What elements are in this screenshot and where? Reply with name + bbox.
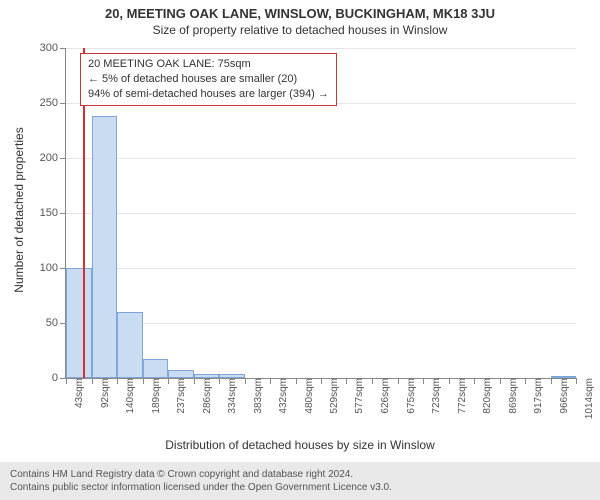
x-tick-label: 529sqm [323,378,340,414]
x-tick-label: 869sqm [502,378,519,414]
footer: Contains HM Land Registry data © Crown c… [0,462,600,500]
x-tick [194,378,195,384]
x-tick [474,378,475,384]
histogram-bar [66,268,92,378]
x-axis-label: Distribution of detached houses by size … [0,438,600,452]
y-tick-label: 200 [40,152,66,164]
x-tick-label: 140sqm [119,378,136,414]
x-tick-label: 772sqm [451,378,468,414]
x-tick-label: 1014sqm [578,378,595,419]
histogram-bar [117,312,143,378]
x-tick [551,378,552,384]
x-tick [143,378,144,384]
x-tick-label: 383sqm [247,378,264,414]
y-axis-label: Number of detached properties [12,127,26,292]
x-tick [66,378,67,384]
x-tick-label: 675sqm [400,378,417,414]
x-tick [168,378,169,384]
annotation-line: 20 MEETING OAK LANE: 75sqm [88,57,329,72]
x-tick-label: 92sqm [94,378,111,408]
x-tick [219,378,220,384]
x-tick [525,378,526,384]
x-tick-label: 577sqm [348,378,365,414]
y-tick-label: 250 [40,97,66,109]
y-tick-label: 0 [52,372,66,384]
x-tick-label: 286sqm [196,378,213,414]
y-tick-label: 100 [40,262,66,274]
x-tick-label: 723sqm [425,378,442,414]
footer-line: Contains HM Land Registry data © Crown c… [10,468,590,481]
x-tick [117,378,118,384]
gridline [66,158,576,159]
histogram-bar [168,370,194,378]
x-tick-label: 334sqm [221,378,238,414]
gridline [66,48,576,49]
x-tick [500,378,501,384]
x-tick-label: 237sqm [170,378,187,414]
y-tick-label: 50 [46,317,66,329]
x-tick-label: 820sqm [476,378,493,414]
histogram-bar [143,359,168,378]
x-tick-label: 432sqm [272,378,289,414]
x-tick [423,378,424,384]
annotation-line: 94% of semi-detached houses are larger (… [88,87,329,102]
x-tick-label: 966sqm [553,378,570,414]
x-tick [92,378,93,384]
histogram-bar [92,116,117,378]
y-tick-label: 300 [40,42,66,54]
x-tick-label: 917sqm [527,378,544,414]
marker-annotation: 20 MEETING OAK LANE: 75sqm ← 5% of detac… [80,53,337,106]
x-tick-label: 189sqm [145,378,162,414]
x-tick [245,378,246,384]
x-tick [576,378,577,384]
x-tick-label: 480sqm [298,378,315,414]
footer-line: Contains public sector information licen… [10,481,590,494]
page-title: 20, MEETING OAK LANE, WINSLOW, BUCKINGHA… [0,0,600,21]
x-tick [296,378,297,384]
gridline [66,213,576,214]
x-tick-label: 626sqm [374,378,391,414]
y-tick-label: 150 [40,207,66,219]
page-subtitle: Size of property relative to detached ho… [0,21,600,37]
x-tick-label: 43sqm [68,378,85,408]
annotation-line: ← 5% of detached houses are smaller (20) [88,72,329,87]
x-tick [398,378,399,384]
x-tick [449,378,450,384]
gridline [66,268,576,269]
